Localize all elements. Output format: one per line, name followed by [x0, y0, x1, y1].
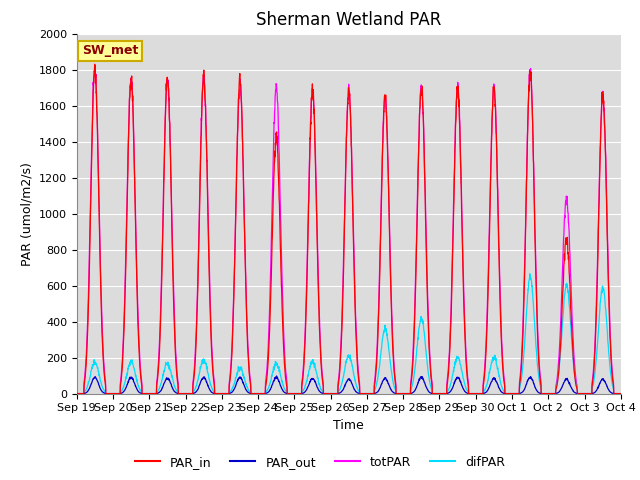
PAR_out: [376, 384, 384, 390]
X-axis label: Time: Time: [333, 419, 364, 432]
PAR_in: [365, 391, 372, 396]
Text: SW_met: SW_met: [82, 44, 139, 58]
PAR_out: [225, 391, 232, 396]
totPAR: [569, 332, 577, 338]
difPAR: [73, 391, 81, 396]
difPAR: [569, 355, 577, 361]
PAR_in: [569, 350, 577, 356]
PAR_in: [617, 391, 625, 396]
Line: PAR_out: PAR_out: [77, 376, 621, 394]
totPAR: [91, 64, 99, 70]
PAR_in: [507, 391, 515, 396]
PAR_out: [73, 391, 81, 396]
difPAR: [365, 391, 372, 396]
Legend: PAR_in, PAR_out, totPAR, difPAR: PAR_in, PAR_out, totPAR, difPAR: [130, 451, 510, 474]
totPAR: [507, 391, 515, 396]
PAR_out: [365, 391, 372, 396]
PAR_in: [91, 61, 99, 67]
Y-axis label: PAR (umol/m2/s): PAR (umol/m2/s): [20, 162, 33, 265]
totPAR: [376, 236, 384, 241]
totPAR: [584, 391, 592, 396]
PAR_out: [569, 388, 577, 394]
PAR_out: [584, 391, 592, 396]
PAR_out: [507, 391, 515, 396]
Line: totPAR: totPAR: [77, 67, 621, 394]
totPAR: [617, 391, 625, 396]
difPAR: [584, 391, 592, 396]
totPAR: [225, 391, 232, 396]
difPAR: [376, 358, 384, 363]
difPAR: [617, 391, 625, 396]
difPAR: [225, 391, 232, 396]
Title: Sherman Wetland PAR: Sherman Wetland PAR: [256, 11, 442, 29]
totPAR: [365, 391, 372, 396]
PAR_out: [273, 373, 280, 379]
PAR_in: [376, 242, 384, 248]
difPAR: [507, 391, 515, 396]
Line: PAR_in: PAR_in: [77, 64, 621, 394]
PAR_out: [617, 391, 625, 396]
PAR_in: [584, 391, 592, 396]
PAR_in: [73, 391, 81, 396]
PAR_in: [225, 391, 232, 396]
totPAR: [73, 391, 81, 396]
Line: difPAR: difPAR: [77, 274, 621, 394]
difPAR: [526, 271, 534, 276]
